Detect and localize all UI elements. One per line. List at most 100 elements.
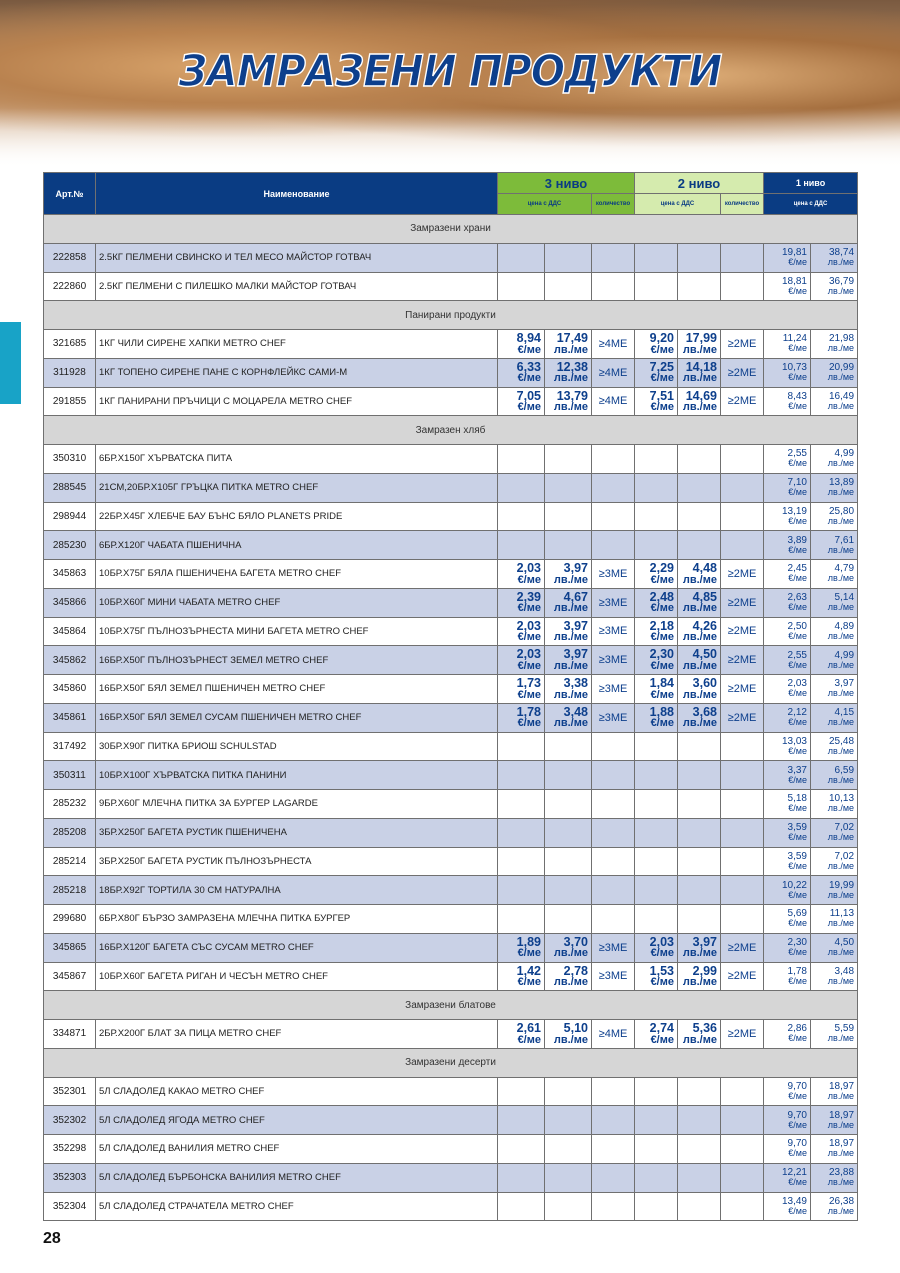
price-unit: лв./ме bbox=[553, 573, 588, 586]
price-unit: €/ме bbox=[788, 659, 807, 670]
l2-price-bgn: 4,50 лв./ме bbox=[677, 645, 721, 675]
price-value: 1,53 bbox=[649, 963, 674, 978]
table-row: 352301 5Л СЛАДОЛЕД КАКАО METRO CHEF 9,70 €/… bbox=[43, 1076, 859, 1107]
price-unit: €/ме bbox=[650, 401, 674, 414]
price-value: 1,89 bbox=[516, 934, 541, 949]
price-value: 14,69 bbox=[685, 388, 717, 403]
price-value: 4,26 bbox=[692, 618, 717, 633]
price-value: 7,02 bbox=[834, 822, 855, 834]
product-name: 5Л СЛАДОЛЕД СТРАЧАТЕЛА METRO CHEF bbox=[95, 1191, 498, 1222]
price-value: 3,68 bbox=[692, 704, 717, 719]
l3-price-eur bbox=[497, 472, 545, 503]
product-name: 10БР.Х100Г ХЪРВАТСКА ПИТКА ПАНИНИ bbox=[95, 760, 498, 790]
l3-price-bgn bbox=[544, 1134, 592, 1164]
l3-quantity bbox=[591, 1162, 635, 1193]
article-number: 350310 bbox=[43, 444, 96, 474]
l3-price-eur bbox=[497, 530, 545, 560]
price-unit: лв./ме bbox=[682, 573, 717, 586]
l2-price-eur bbox=[634, 817, 678, 848]
table-row: 345866 10БР.Х60Г МИНИ ЧАБАТА METRO CHEF 2,… bbox=[43, 587, 859, 618]
l2-quantity: ≥2МЕ bbox=[720, 702, 764, 733]
table-row: 311928 1КГ ТОПЕНО СИРЕНЕ ПАНЕ С КОРНФЛЕЙК… bbox=[43, 357, 859, 388]
l3-price-eur: 6,33 €/ме bbox=[497, 357, 545, 388]
table-row: 285232 9БР.Х60Г МЛЕЧНА ПИТКА ЗА БУРГЕР LA… bbox=[43, 789, 859, 819]
l3-price-bgn bbox=[544, 1076, 592, 1107]
l1-price-bgn: 36,79 лв./ме bbox=[809, 271, 859, 302]
l3-price-eur bbox=[497, 1105, 545, 1135]
price-value: 4,48 bbox=[692, 561, 717, 576]
l3-quantity: ≥3МЕ bbox=[591, 645, 635, 675]
l1-price-bgn: 25,80 лв./ме bbox=[809, 501, 859, 532]
price-unit: €/ме bbox=[788, 573, 807, 584]
l2-quantity bbox=[720, 501, 764, 532]
price-unit: лв./ме bbox=[827, 285, 855, 296]
article-number: 291855 bbox=[43, 386, 96, 417]
price-value: 2,03 bbox=[516, 561, 541, 576]
l1-price-eur: 9,70 €/ме bbox=[763, 1076, 811, 1107]
l2-quantity: ≥2МЕ bbox=[720, 559, 764, 589]
price-value: 9,70 bbox=[787, 1138, 807, 1150]
l2-price-eur: 1,84 €/ме bbox=[634, 674, 678, 704]
l3-price-eur bbox=[497, 760, 545, 790]
l3-price-bgn bbox=[544, 1191, 592, 1222]
price-unit: лв./ме bbox=[827, 1205, 855, 1216]
price-unit: лв./ме bbox=[682, 401, 717, 414]
l3-price-bgn bbox=[544, 846, 592, 877]
article-number: 298944 bbox=[43, 501, 96, 532]
l3-price-eur bbox=[497, 1134, 545, 1164]
l3-price-bgn: 13,79 лв./ме bbox=[544, 386, 592, 417]
l3-quantity bbox=[591, 444, 635, 474]
l2-price-bgn: 2,99 лв./ме bbox=[677, 961, 721, 992]
table-row: 317492 30БР.Х90Г ПИТКА БРИОШ SCHULSTAD 13,… bbox=[43, 731, 859, 762]
price-unit: лв./ме bbox=[827, 573, 855, 584]
l2-quantity bbox=[720, 271, 764, 302]
price-value: 5,14 bbox=[834, 592, 855, 604]
l3-price-bgn: 3,70 лв./ме bbox=[544, 932, 592, 963]
l3-quantity bbox=[591, 472, 635, 503]
l2-price-eur: 2,48 €/ме bbox=[634, 587, 678, 618]
price-unit: лв./ме bbox=[827, 1090, 855, 1101]
l1-price-bgn: 4,15 лв./ме bbox=[809, 702, 859, 733]
table-row: 291855 1КГ ПАНИРАНИ ПРЪЧИЦИ С МОЦАРЕЛА ME… bbox=[43, 386, 859, 417]
price-value: 2,50 bbox=[787, 620, 807, 632]
price-value: 26,38 bbox=[828, 1195, 855, 1207]
l3-quantity bbox=[591, 1191, 635, 1222]
table-row: 352302 5Л СЛАДОЛЕД ЯГОДА METRO CHEF 9,70 €/… bbox=[43, 1105, 859, 1135]
price-value: 3,97 bbox=[563, 561, 588, 576]
product-name: 5Л СЛАДОЛЕД ЯГОДА METRO CHEF bbox=[95, 1105, 498, 1135]
price-unit: €/ме bbox=[650, 659, 674, 672]
price-value: 4,15 bbox=[834, 707, 855, 719]
price-value: 7,61 bbox=[834, 534, 855, 546]
price-unit: €/ме bbox=[788, 860, 807, 871]
price-unit: €/ме bbox=[788, 803, 807, 814]
product-name: 16БР.Х120Г БАГЕТА СЪС СУСАМ METRO CHEF bbox=[95, 932, 498, 963]
article-number: 334871 bbox=[43, 1019, 96, 1049]
price-unit: €/ме bbox=[788, 717, 807, 728]
price-value: 1,73 bbox=[516, 676, 541, 691]
price-value: 10,13 bbox=[828, 793, 855, 805]
price-unit: лв./ме bbox=[827, 372, 855, 383]
product-name: 10БР.Х60Г БАГЕТА РИГАН И ЧЕСЪН METRO CHE… bbox=[95, 961, 498, 992]
side-tab-marker bbox=[0, 322, 21, 404]
l3-price-eur: 2,61 €/ме bbox=[497, 1019, 545, 1049]
l2-price-bgn: 14,18 лв./ме bbox=[677, 357, 721, 388]
l2-quantity: ≥2МЕ bbox=[720, 357, 764, 388]
product-name: 10БР.Х75Г ПЪЛНОЗЪРНЕСТА МИНИ БАГЕТА METR… bbox=[95, 616, 498, 647]
l1-price-eur: 2,12 €/ме bbox=[763, 702, 811, 733]
price-unit: €/ме bbox=[517, 1033, 541, 1046]
price-value: 7,10 bbox=[787, 477, 807, 489]
l1-price-eur: 2,45 €/ме bbox=[763, 559, 811, 589]
price-value: 9,70 bbox=[787, 1109, 807, 1121]
product-name: 3БР.Х250Г БАГЕТА РУСТИК ПШЕНИЧЕНА bbox=[95, 817, 498, 848]
price-value: 1,84 bbox=[649, 676, 674, 691]
l3-price-bgn: 17,49 лв./ме bbox=[544, 329, 592, 359]
product-name: 1КГ ТОПЕНО СИРЕНЕ ПАНЕ С КОРНФЛЕЙКС САМИ… bbox=[95, 357, 498, 388]
price-unit: €/ме bbox=[650, 976, 674, 989]
price-value: 10,73 bbox=[781, 362, 807, 374]
price-unit: лв./ме bbox=[827, 257, 855, 268]
price-unit: лв./ме bbox=[553, 343, 588, 356]
l3-price-eur: 1,42 €/ме bbox=[497, 961, 545, 992]
table-row: 321685 1КГ ЧИЛИ СИРЕНЕ ХАПКИ METRO CHEF 8,… bbox=[43, 329, 859, 359]
price-value: 2,30 bbox=[787, 937, 807, 949]
product-name: 10БР.Х75Г БЯЛА ПШЕНИЧЕНА БАГЕТА METRO CH… bbox=[95, 559, 498, 589]
